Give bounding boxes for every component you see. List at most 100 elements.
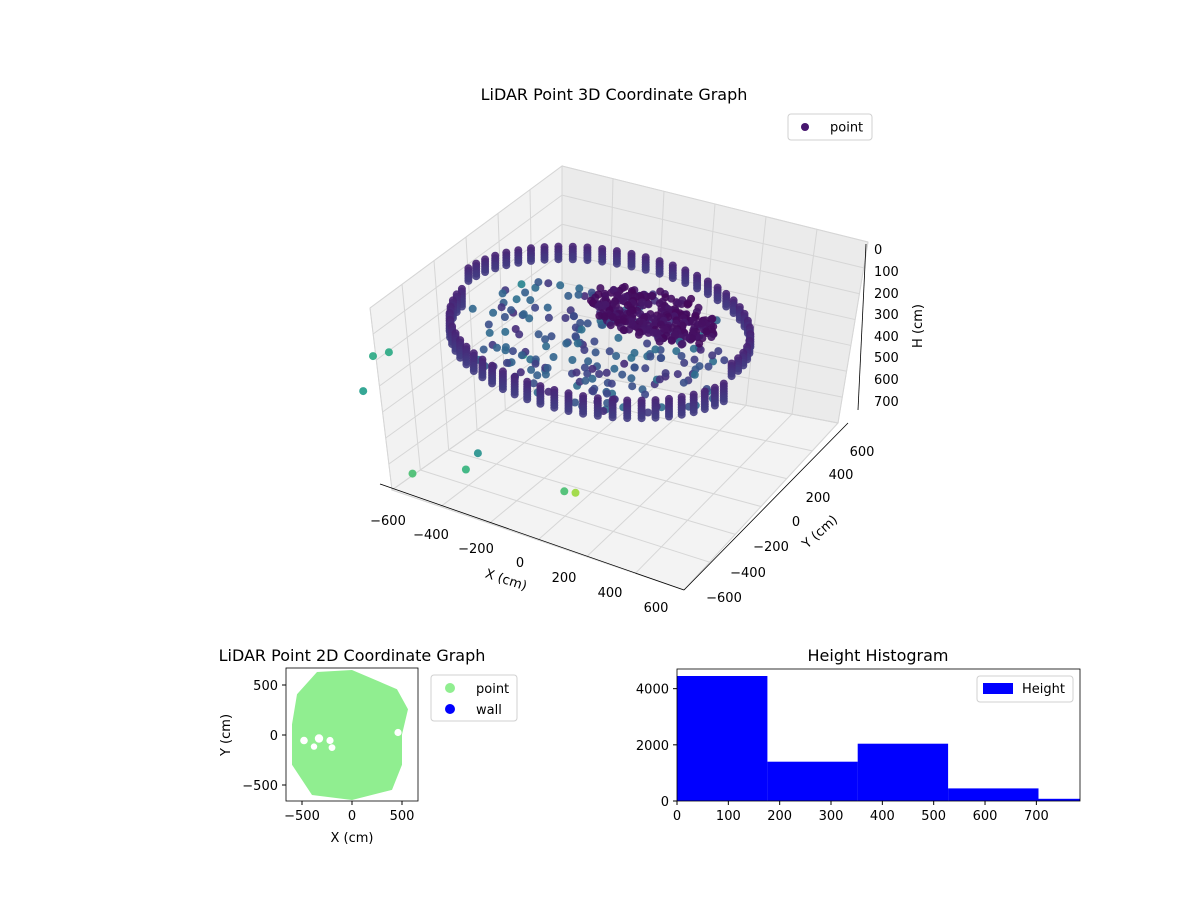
data-point xyxy=(603,389,611,398)
data-point xyxy=(679,378,688,387)
hist-legend: Height xyxy=(976,675,1074,703)
data-point xyxy=(708,351,717,360)
data-point xyxy=(714,347,723,356)
data-point xyxy=(608,413,617,422)
x-tick-label: 500 xyxy=(921,809,946,824)
z-tick-label: 100 xyxy=(874,265,899,280)
data-point xyxy=(646,352,655,361)
data-point xyxy=(541,335,550,344)
data-point xyxy=(527,365,536,374)
x-tick-label: 200 xyxy=(552,571,577,586)
data-point xyxy=(564,291,573,300)
data-point xyxy=(667,294,676,303)
x-tick-label: 0 xyxy=(516,556,524,571)
y-axis-label-3d: Y (cm) xyxy=(799,513,841,553)
grid-line xyxy=(401,284,421,471)
z-tick-label: 700 xyxy=(874,395,899,410)
data-point xyxy=(523,395,532,404)
data-point xyxy=(464,276,473,285)
x-axis-label-2d: X (cm) xyxy=(331,831,374,846)
data-point xyxy=(710,401,719,410)
z-tick-label: 300 xyxy=(874,308,899,323)
data-point xyxy=(661,369,670,378)
data-point xyxy=(491,264,500,273)
data-point xyxy=(473,449,482,458)
hist-bar xyxy=(1038,798,1080,801)
data-point xyxy=(408,469,417,478)
data-point xyxy=(607,379,616,388)
y-tick-label: 4000 xyxy=(636,683,669,698)
data-point xyxy=(689,344,698,353)
data-point xyxy=(703,290,712,299)
data-point xyxy=(719,397,728,406)
data-point xyxy=(369,352,377,361)
x-tick-label: 600 xyxy=(973,809,998,824)
grid-line xyxy=(379,253,563,387)
data-point xyxy=(729,309,738,317)
hist-bar xyxy=(948,788,1039,801)
data-point xyxy=(498,385,507,394)
x-tick-label: 300 xyxy=(819,809,844,824)
data-point xyxy=(536,399,545,408)
grid-line xyxy=(745,216,767,406)
data-point xyxy=(655,375,664,384)
data-point xyxy=(540,255,549,264)
data-point xyxy=(534,330,543,339)
data-point xyxy=(501,327,510,336)
data-point xyxy=(591,348,600,357)
data-point xyxy=(384,348,393,357)
data-point xyxy=(527,256,535,265)
y-tick-label: 0 xyxy=(270,729,278,744)
data-point xyxy=(598,257,607,266)
data-point xyxy=(651,345,660,354)
y-ticks-3d: −600 −400 −200 0 200 400 600 xyxy=(706,445,874,606)
data-point xyxy=(572,368,581,377)
hist-frame xyxy=(676,668,1081,802)
data-point xyxy=(594,302,603,311)
z-tick-label: 0 xyxy=(874,243,882,258)
data-point xyxy=(574,290,583,299)
x-tick-label: 400 xyxy=(870,809,895,824)
data-point xyxy=(517,351,526,360)
legend-3d-marker xyxy=(801,123,809,131)
data-point xyxy=(620,282,629,291)
data-point xyxy=(526,355,535,364)
x-tick-label: 400 xyxy=(598,586,623,601)
data-point xyxy=(564,407,573,415)
data-point xyxy=(667,336,676,345)
data-point xyxy=(498,289,507,298)
x-ticks-2d: −500 0 500 xyxy=(284,801,414,824)
data-point xyxy=(542,342,551,351)
z-tick-label: 400 xyxy=(874,330,899,345)
data-point xyxy=(673,370,682,379)
grid-line xyxy=(433,260,450,451)
gap xyxy=(326,736,334,745)
data-point xyxy=(568,255,577,264)
data-point xyxy=(713,296,722,305)
data-point xyxy=(469,367,478,375)
legend-2d: point wall xyxy=(430,674,518,722)
x-tick-label: 500 xyxy=(390,809,415,824)
data-point xyxy=(639,301,648,310)
grid-line xyxy=(561,369,839,424)
x-tick-label: −400 xyxy=(413,528,449,543)
data-point xyxy=(512,295,521,304)
gap xyxy=(300,736,308,745)
grid-line xyxy=(561,194,864,269)
data-point xyxy=(569,312,578,321)
data-point xyxy=(618,370,627,379)
data-point xyxy=(649,328,658,337)
data-point xyxy=(583,256,592,265)
data-point xyxy=(571,488,580,497)
data-point xyxy=(670,330,679,339)
data-point xyxy=(500,313,509,321)
data-point xyxy=(595,370,604,378)
data-point xyxy=(584,357,593,366)
data-point xyxy=(556,281,565,290)
legend-2d-label-wall: wall xyxy=(476,703,502,718)
x-tick-label: −600 xyxy=(370,514,406,529)
data-point xyxy=(690,370,699,379)
data-point xyxy=(627,374,636,383)
y-tick-label: −500 xyxy=(242,779,278,794)
data-point xyxy=(680,358,689,367)
